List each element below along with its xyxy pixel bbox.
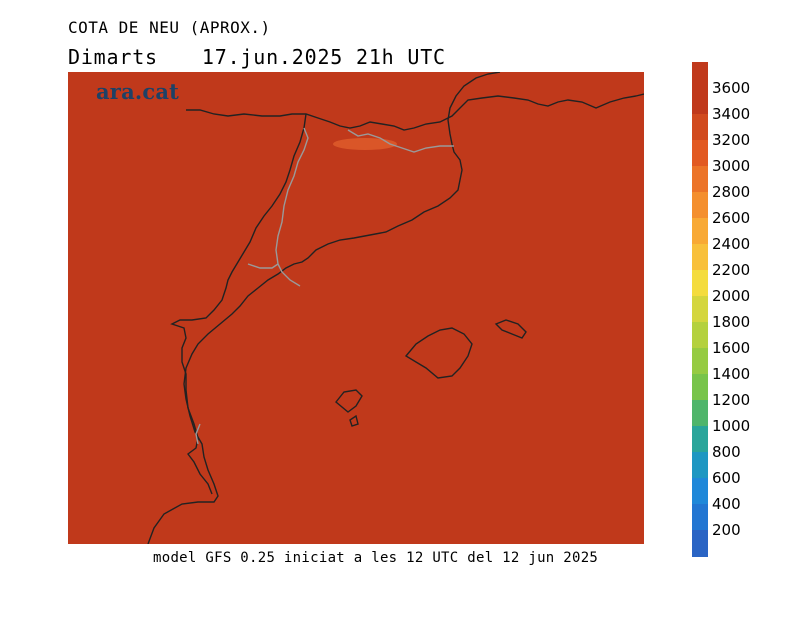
border-south [195,423,201,445]
colorbar-label: 2200 [712,261,751,279]
colorbar-segment [692,400,708,427]
border-france [347,129,454,153]
colorbar-label: 2000 [712,287,751,305]
colorbar-segment [692,140,708,167]
colorbar-label: 800 [712,443,741,461]
colorbar-label: 600 [712,469,741,487]
colorbar-label: 1000 [712,417,751,435]
colorbar-segment [692,478,708,505]
colorbar-label: 2600 [712,209,751,227]
colorbar-segment [692,296,708,323]
colorbar-segment [692,374,708,401]
colorbar-label: 2400 [712,235,751,253]
colorbar-label: 1400 [712,365,751,383]
coastline-west [170,113,307,495]
colorbar-label: 400 [712,495,741,513]
colorbar-legend [692,62,708,557]
colorbar-segment [692,192,708,219]
island-menorca [494,319,527,339]
colorbar-segment [692,426,708,453]
pyrenees-patch [333,138,397,150]
coastline-north [186,93,644,131]
colorbar-segment [692,270,708,297]
colorbar-label: 1600 [712,339,751,357]
map-title: COTA DE NEU (APROX.) [68,18,271,37]
colorbar-label: 3400 [712,105,751,123]
map-svg [147,72,644,544]
colorbar-segment [692,530,708,557]
colorbar-segment [692,166,708,193]
brand-logo: ara.cat [96,79,180,104]
border-aragon [247,263,279,269]
island-ibiza [335,389,363,413]
colorbar-segment [692,218,708,245]
colorbar-segment [692,452,708,479]
map-subtitle: Dimarts 17.jun.2025 21h UTC [68,45,446,69]
colorbar-label: 2800 [712,183,751,201]
coastline-mainland [147,72,501,544]
datetime-label: 17.jun.2025 21h UTC [201,45,446,69]
colorbar-segment [692,88,708,115]
colorbar-segment [692,322,708,349]
colorbar-label: 1800 [712,313,751,331]
colorbar-segment [692,348,708,375]
island-mallorca [404,327,473,379]
map-panel [68,72,644,544]
border-catalonia [275,127,309,287]
colorbar-segment [692,114,708,141]
day-label: Dimarts [68,45,158,69]
colorbar-segment [692,62,708,89]
colorbar-label: 3600 [712,79,751,97]
colorbar-label: 200 [712,521,741,539]
colorbar-label: 1200 [712,391,751,409]
colorbar-label: 3200 [712,131,751,149]
colorbar-segment [692,504,708,531]
model-footer: model GFS 0.25 iniciat a les 12 UTC del … [153,550,599,566]
colorbar-label: 3000 [712,157,751,175]
island-formentera [349,414,359,427]
colorbar-segment [692,244,708,271]
